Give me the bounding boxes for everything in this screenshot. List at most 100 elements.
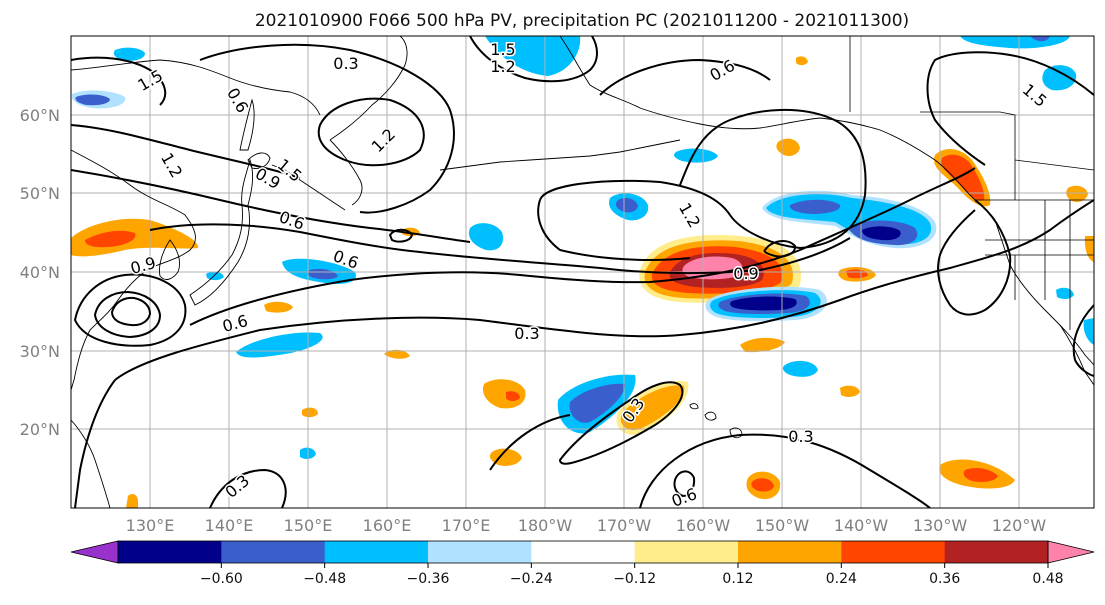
precip-positive-blob	[85, 230, 136, 248]
kuril-islands	[271, 164, 346, 211]
pv-contour-loop	[599, 58, 771, 96]
alaska-coastline	[559, 36, 936, 161]
latitude-label: 40°N	[20, 263, 60, 282]
colorbar-tick-label: −0.60	[200, 571, 243, 587]
pv-contour-loop	[926, 51, 1094, 166]
pv-contours	[71, 36, 1094, 508]
contour-label-text: 0.3	[514, 324, 539, 343]
colorbar-tick-label: 0.36	[929, 571, 960, 587]
pv-contour-0.6	[189, 167, 976, 326]
colorbar-segment	[944, 541, 1049, 563]
precip-positive-blob	[1084, 236, 1094, 262]
colorbar-segment	[428, 541, 532, 563]
longitude-label: 170°W	[597, 516, 652, 535]
precip-negative-blob	[569, 383, 626, 423]
precip-positive-blob	[1066, 185, 1088, 202]
precip-positive-blob	[482, 379, 526, 409]
asia-coastline	[71, 149, 196, 391]
precip-positive-blob	[506, 391, 520, 401]
pv-contour-0.3	[74, 379, 116, 508]
contour-label: 1.2	[489, 56, 517, 78]
precip-negative-blob	[674, 148, 718, 163]
canada-provinces	[920, 111, 1094, 200]
latitude-label: 50°N	[20, 184, 60, 203]
precip-negative-blob	[1030, 36, 1050, 42]
precip-positive-blob	[751, 478, 774, 492]
colorbar-tick-label: 0.12	[722, 571, 753, 587]
longitude-label: 180°W	[518, 516, 573, 535]
latitude-labels: 60°N 50°N 40°N 30°N 20°N	[20, 106, 60, 439]
colorbar: −0.60 −0.48 −0.36 −0.24 −0.12 0.12 0.24 0.36 0.4…	[70, 540, 1095, 587]
longitude-label: 120°W	[992, 516, 1047, 535]
pv-contour-1.2	[71, 169, 471, 243]
pv-contour-low-1	[73, 273, 187, 347]
colorbar-tick-label: 0.48	[1032, 571, 1063, 587]
longitude-label: 150°W	[755, 516, 810, 535]
precip-positive-blob	[740, 337, 785, 353]
japan-coastline	[189, 158, 254, 306]
colorbar-tick-label: −0.24	[510, 571, 553, 587]
kamchatka-coastline	[329, 36, 408, 206]
pv-contour-loop	[469, 36, 598, 83]
pv-contour-tropic	[639, 433, 931, 508]
contour-label: 0.3	[332, 53, 360, 75]
pv-contour-tropic	[673, 470, 696, 498]
precip-negative-blob	[75, 94, 110, 106]
precip-negative-blob	[862, 226, 901, 241]
colorbar-tick-label: −0.12	[613, 571, 656, 587]
plot-title: 2021010900 F066 500 hPa PV, precipitatio…	[255, 11, 909, 31]
precip-positive-blob	[489, 448, 522, 466]
precip-positive-blob	[796, 56, 808, 66]
pv-contour-loop	[537, 199, 691, 261]
contour-label-text: 0.9	[733, 264, 758, 283]
contour-label-text: 1.2	[490, 57, 515, 76]
precip-positive-blob	[840, 385, 860, 397]
pv-contour-0.3	[114, 199, 1094, 381]
contour-label-text: 0.3	[333, 54, 358, 73]
colorbar-tick-label: −0.48	[303, 571, 346, 587]
asia-coastline	[71, 419, 111, 508]
colorbar-segment	[738, 541, 842, 563]
colorbar-segment	[531, 541, 636, 563]
pv-contour-0.9	[149, 223, 851, 275]
precip-negative-blob	[730, 296, 797, 311]
longitude-label: 130°E	[126, 516, 175, 535]
contour-label: 1.5	[489, 39, 517, 61]
precip-negative-blob	[468, 223, 504, 251]
precip-negative-blob	[307, 268, 338, 280]
longitude-label: 130°W	[913, 516, 968, 535]
longitude-label: 140°W	[834, 516, 889, 535]
longitude-labels: 130°E 140°E 150°E 160°E 170°E 180°W 170°W 160°W…	[126, 516, 1047, 535]
korea-coastline	[159, 239, 181, 280]
precip-negative-blob	[615, 198, 638, 213]
precip-positive-blob	[963, 468, 998, 482]
us-states	[985, 200, 1094, 330]
pv-contour-low-2	[93, 290, 162, 339]
pv-contour-loop	[1072, 304, 1094, 377]
pv-contour-small-loop	[388, 228, 414, 243]
contour-label: 0.3	[787, 426, 815, 448]
colorbar-extend-min	[70, 540, 119, 564]
colorbar-segment	[118, 541, 222, 563]
precip-negative-blob	[113, 47, 145, 61]
political-borders	[849, 36, 1094, 330]
precip-negative-blob	[206, 271, 224, 281]
precip-positive-blob	[941, 154, 985, 201]
pv-contour-loop	[199, 43, 455, 214]
longitude-label: 160°E	[363, 516, 412, 535]
precip-negative-blob	[782, 360, 818, 377]
latitude-label: 30°N	[20, 342, 60, 361]
colorbar-tick-label: 0.24	[826, 571, 857, 587]
precipitation-shading	[71, 36, 1094, 508]
colorbar-segment	[841, 541, 946, 563]
pv-contour-tropic	[209, 468, 287, 508]
aleutian-islands	[439, 139, 681, 171]
pv-contour-1.5	[71, 124, 301, 179]
pv-contour-loop	[71, 56, 167, 106]
latitude-label: 20°N	[20, 420, 60, 439]
longitude-label: 150°E	[284, 516, 333, 535]
colorbar-tick-label: −0.36	[407, 571, 450, 587]
russia-coastline	[71, 59, 321, 116]
colorbar-outline	[117, 540, 1049, 564]
